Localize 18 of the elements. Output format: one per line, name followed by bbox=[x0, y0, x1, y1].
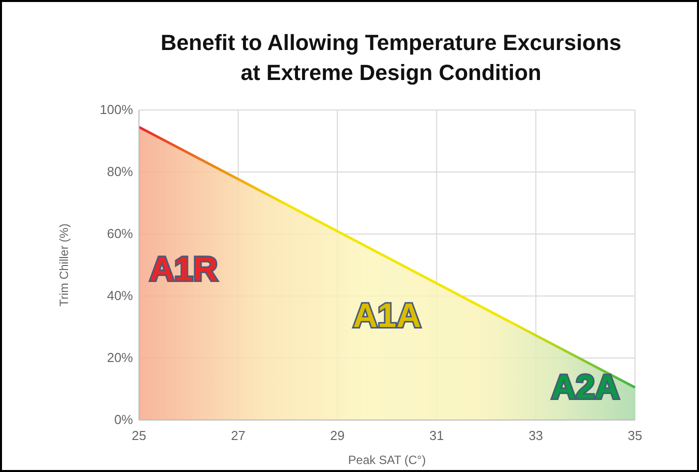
x-tick-label: 25 bbox=[132, 428, 146, 443]
chart-title: Benefit to Allowing Temperature Excursions at Extreme Design Condition bbox=[160, 30, 622, 85]
annotation: A1A bbox=[352, 297, 422, 335]
x-tick-label: 31 bbox=[429, 428, 444, 443]
y-tick-label: 100% bbox=[100, 102, 134, 117]
annotation: A1R bbox=[150, 250, 218, 288]
y-tick-label: 20% bbox=[106, 350, 134, 365]
x-tick-label: 35 bbox=[628, 428, 642, 443]
x-tick-label: 29 bbox=[330, 428, 345, 443]
annotation: A2A bbox=[551, 368, 620, 406]
x-tick-label: 27 bbox=[230, 428, 246, 443]
y-tick-label: 0% bbox=[114, 412, 134, 427]
y-tick-label: 80% bbox=[106, 164, 134, 179]
y-axis-title: Trim Chiller (%) bbox=[57, 224, 71, 306]
x-tick-label: 33 bbox=[528, 428, 544, 443]
y-tick-label: 40% bbox=[106, 288, 134, 303]
x-axis-title: Peak SAT (C°) bbox=[348, 453, 426, 467]
y-tick-label: 60% bbox=[106, 226, 134, 241]
